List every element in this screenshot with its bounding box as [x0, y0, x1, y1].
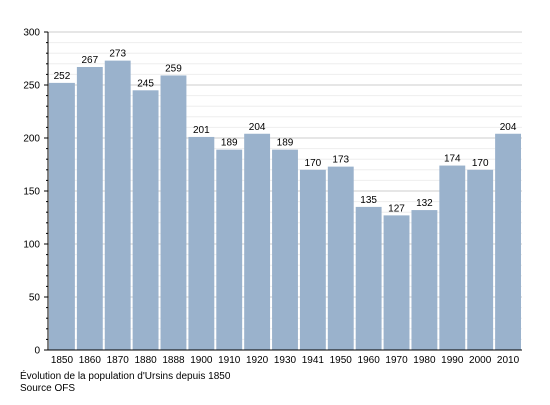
x-tick-label: 1910 [218, 355, 241, 366]
bar-1860 [76, 66, 103, 350]
bar-1870 [104, 60, 131, 351]
x-tick-label: 1870 [107, 355, 130, 366]
y-tick-label: 50 [29, 293, 41, 304]
data-label: 204 [500, 122, 517, 133]
bar-2010 [495, 133, 521, 350]
x-tick-label: 1941 [302, 355, 325, 366]
bar-1880 [132, 90, 159, 351]
axis-layer: 0 50 100 150 200 250 300 1850 1860 1870 1880 1888 19… [23, 28, 522, 366]
x-tick-label: 1900 [190, 355, 213, 366]
labels-layer: 252 267 273 245 259 201 189 204 189 170 173 135 127 1… [54, 49, 517, 215]
y-tick-label: 250 [23, 81, 40, 92]
data-label: 135 [360, 195, 377, 206]
data-label: 173 [332, 155, 349, 166]
x-tick-label: 2000 [469, 355, 492, 366]
data-label: 245 [137, 78, 154, 89]
bar-1910 [216, 149, 243, 350]
x-tick-label: 1950 [330, 355, 353, 366]
bar-1970 [383, 215, 410, 350]
data-label: 189 [221, 138, 238, 149]
bar-1900 [188, 136, 215, 350]
bars-layer [49, 60, 521, 351]
bar-1850 [49, 82, 75, 350]
data-label: 267 [81, 55, 98, 66]
data-label: 170 [305, 158, 322, 169]
chart-caption: Évolution de la population d'Ursins depu… [20, 371, 231, 382]
x-tick-label: 1920 [246, 355, 269, 366]
data-label: 189 [277, 138, 294, 149]
bar-1888 [160, 75, 187, 351]
bar-1980 [411, 210, 438, 350]
data-label: 127 [388, 203, 405, 214]
bar-1960 [355, 206, 382, 350]
chart-source: Source OFS [20, 383, 76, 394]
bar-2000 [467, 169, 494, 350]
x-tick-label: 1888 [162, 355, 185, 366]
y-tick-label: 200 [23, 134, 40, 145]
data-label: 252 [54, 71, 71, 82]
bar-1930 [272, 149, 298, 350]
data-label: 273 [109, 49, 126, 60]
data-label: 170 [472, 158, 489, 169]
x-tick-label: 1980 [413, 355, 436, 366]
y-tick-label: 0 [34, 346, 40, 357]
data-label: 259 [165, 63, 182, 74]
x-tick-label: 1960 [358, 355, 381, 366]
x-tick-label: 2010 [497, 355, 520, 366]
data-label: 201 [193, 125, 210, 136]
y-tick-label: 100 [23, 240, 40, 251]
x-tick-label: 1850 [51, 355, 74, 366]
data-label: 132 [416, 198, 433, 209]
bar-1950 [327, 166, 354, 350]
bar-1990 [439, 165, 466, 350]
x-tick-label: 1860 [79, 355, 102, 366]
bar-1941 [299, 169, 326, 350]
x-tick-label: 1930 [274, 355, 297, 366]
y-tick-label: 150 [23, 187, 40, 198]
data-label: 174 [444, 154, 461, 165]
x-tick-label: 1990 [441, 355, 464, 366]
x-tick-label: 1880 [134, 355, 157, 366]
bar-1920 [244, 133, 271, 350]
x-tick-label: 1970 [385, 355, 408, 366]
y-tick-label: 300 [23, 28, 40, 39]
data-label: 204 [249, 122, 266, 133]
